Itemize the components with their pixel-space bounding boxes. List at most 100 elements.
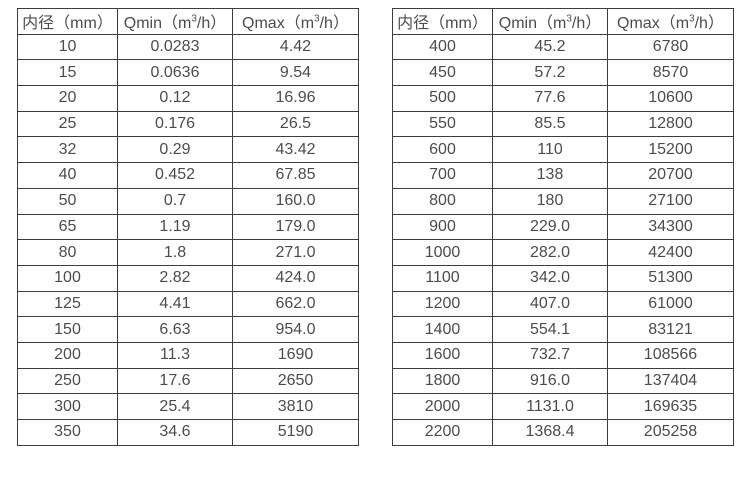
table-row: 2000 1131.0 169635 <box>392 393 734 420</box>
cell-qmin: 110 <box>492 136 608 164</box>
cell-diameter: 200 <box>17 341 118 369</box>
cell-qmax: 43.42 <box>232 136 359 164</box>
cell-qmin: 1131.0 <box>492 393 608 420</box>
cell-diameter: 600 <box>392 136 493 164</box>
cell-qmin: 732.7 <box>492 341 608 369</box>
table-header-row: 内径（mm） Qmin（m3/h） Qmax（m3/h） <box>17 8 359 35</box>
cell-qmin: 25.4 <box>117 393 233 420</box>
cell-qmax: 662.0 <box>232 290 359 318</box>
cell-qmax: 169635 <box>607 393 734 420</box>
cell-qmax: 424.0 <box>232 264 359 292</box>
cell-qmin: 0.12 <box>117 85 233 112</box>
cell-diameter: 350 <box>17 419 118 446</box>
qmin-label-suffix: /h） <box>196 15 227 33</box>
qmin-label-suffix: /h） <box>571 15 602 33</box>
table-header-row: 内径（mm） Qmin（m3/h） Qmax（m3/h） <box>392 8 734 35</box>
table-row: 1400 554.1 83121 <box>392 316 734 343</box>
cell-qmin: 45.2 <box>492 33 608 61</box>
table-row: 900 229.0 34300 <box>392 213 734 241</box>
table-row: 150 6.63 954.0 <box>17 316 359 343</box>
column-header-qmax: Qmax（m3/h） <box>607 8 734 35</box>
cell-qmin: 0.176 <box>117 110 233 138</box>
cell-qmax: 42400 <box>607 239 734 266</box>
cell-diameter: 450 <box>392 59 493 87</box>
cell-diameter: 400 <box>392 33 493 61</box>
table-row: 125 4.41 662.0 <box>17 290 359 318</box>
column-header-qmax: Qmax（m3/h） <box>232 8 359 35</box>
cell-qmin: 0.452 <box>117 162 233 189</box>
table-row: 2200 1368.4 205258 <box>392 419 734 446</box>
cell-qmax: 271.0 <box>232 239 359 266</box>
flow-table-right: 内径（mm） Qmin（m3/h） Qmax（m3/h） 400 45.2 6780… <box>392 8 734 446</box>
table-row: 1000 282.0 42400 <box>392 239 734 266</box>
table-row: 550 85.5 12800 <box>392 110 734 138</box>
cell-qmax: 15200 <box>607 136 734 164</box>
cell-diameter: 2200 <box>392 419 493 446</box>
cell-qmin: 916.0 <box>492 367 608 395</box>
cell-qmin: 407.0 <box>492 290 608 318</box>
cell-qmax: 27100 <box>607 187 734 215</box>
cell-diameter: 1600 <box>392 341 493 369</box>
table-row: 100 2.82 424.0 <box>17 264 359 292</box>
cell-qmax: 61000 <box>607 290 734 318</box>
table-row: 300 25.4 3810 <box>17 393 359 420</box>
table-row: 450 57.2 8570 <box>392 59 734 87</box>
table-row: 25 0.176 26.5 <box>17 110 359 138</box>
cell-qmin: 0.0283 <box>117 33 233 61</box>
column-header-qmin: Qmin（m3/h） <box>492 8 608 35</box>
cell-qmax: 83121 <box>607 316 734 343</box>
column-header-diameter: 内径（mm） <box>17 8 118 35</box>
cell-qmax: 26.5 <box>232 110 359 138</box>
cell-qmax: 67.85 <box>232 162 359 189</box>
qmax-label-suffix: /h） <box>694 15 724 33</box>
flow-table-left: 内径（mm） Qmin（m3/h） Qmax（m3/h） 10 0.0283 4.4… <box>17 8 359 446</box>
cell-diameter: 250 <box>17 367 118 395</box>
cell-qmin: 229.0 <box>492 213 608 241</box>
cell-qmin: 4.41 <box>117 290 233 318</box>
table-row: 250 17.6 2650 <box>17 367 359 395</box>
cell-qmax: 51300 <box>607 264 734 292</box>
cell-qmin: 6.63 <box>117 316 233 343</box>
cell-qmax: 34300 <box>607 213 734 241</box>
cell-qmax: 137404 <box>607 367 734 395</box>
cell-qmax: 16.96 <box>232 85 359 112</box>
qmin-superscript: 3 <box>566 14 572 26</box>
cell-qmax: 179.0 <box>232 213 359 241</box>
table-row: 32 0.29 43.42 <box>17 136 359 164</box>
cell-qmin: 1.19 <box>117 213 233 241</box>
table-row: 50 0.7 160.0 <box>17 187 359 215</box>
cell-qmin: 34.6 <box>117 419 233 446</box>
table-row: 800 180 27100 <box>392 187 734 215</box>
cell-qmax: 108566 <box>607 341 734 369</box>
cell-diameter: 10 <box>17 33 118 61</box>
cell-qmax: 8570 <box>607 59 734 87</box>
cell-qmax: 1690 <box>232 341 359 369</box>
table-row: 1100 342.0 51300 <box>392 264 734 292</box>
cell-diameter: 1200 <box>392 290 493 318</box>
table-row: 15 0.0636 9.54 <box>17 59 359 87</box>
cell-diameter: 150 <box>17 316 118 343</box>
qmax-label-suffix: /h） <box>319 15 349 33</box>
cell-diameter: 80 <box>17 239 118 266</box>
table-row: 600 110 15200 <box>392 136 734 164</box>
cell-qmax: 3810 <box>232 393 359 420</box>
cell-diameter: 20 <box>17 85 118 112</box>
cell-qmin: 342.0 <box>492 264 608 292</box>
qmin-label: Qmin（m <box>498 15 567 33</box>
table-row: 400 45.2 6780 <box>392 33 734 61</box>
column-header-diameter: 内径（mm） <box>392 8 493 35</box>
cell-qmax: 954.0 <box>232 316 359 343</box>
cell-qmin: 282.0 <box>492 239 608 266</box>
column-header-qmin: Qmin（m3/h） <box>117 8 233 35</box>
table-row: 10 0.0283 4.42 <box>17 33 359 61</box>
cell-qmax: 12800 <box>607 110 734 138</box>
qmax-superscript: 3 <box>314 14 320 26</box>
cell-diameter: 25 <box>17 110 118 138</box>
cell-qmax: 2650 <box>232 367 359 395</box>
cell-diameter: 40 <box>17 162 118 189</box>
cell-diameter: 1800 <box>392 367 493 395</box>
table-row: 700 138 20700 <box>392 162 734 189</box>
cell-qmax: 4.42 <box>232 33 359 61</box>
cell-diameter: 15 <box>17 59 118 87</box>
